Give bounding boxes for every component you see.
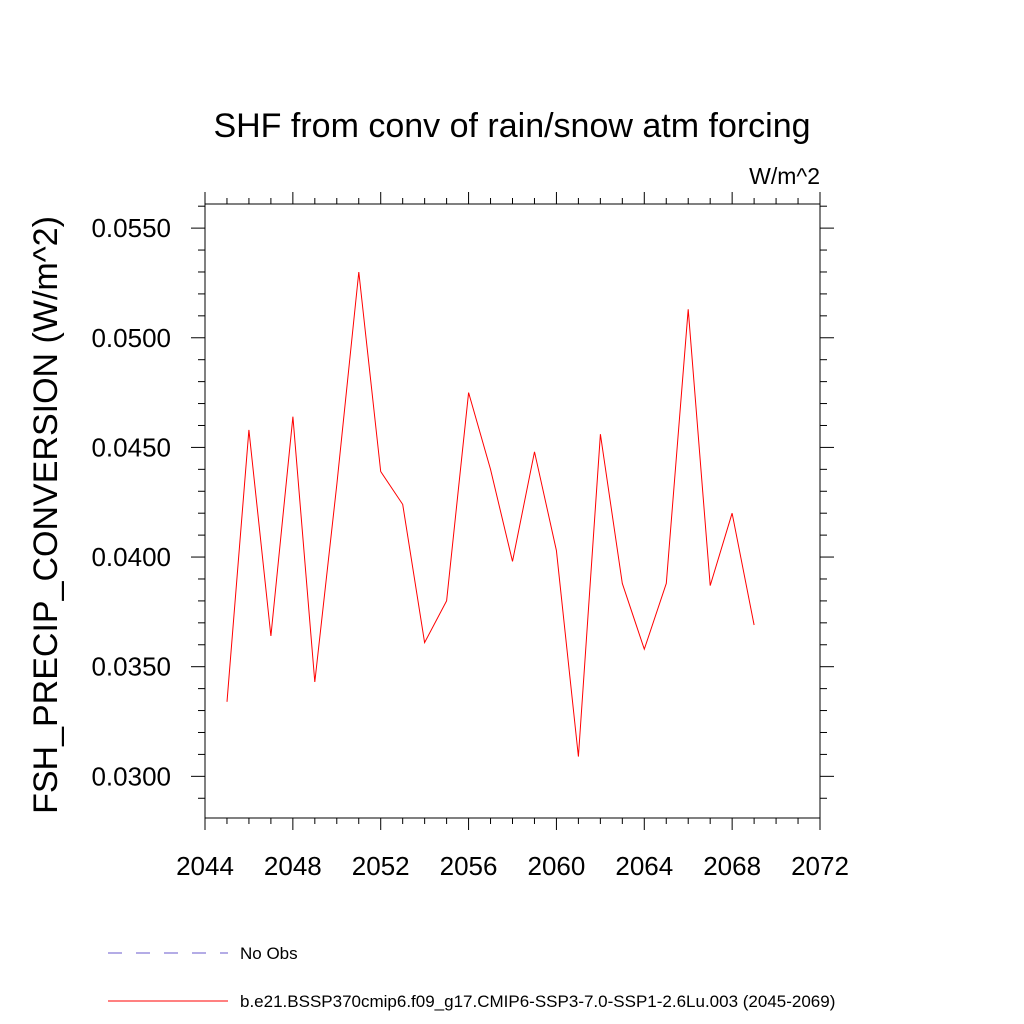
- series-line-0: [226, 271, 755, 757]
- x-tick-label: 2064: [615, 851, 673, 881]
- x-tick-label: 2052: [352, 851, 410, 881]
- x-tick-labels: 2044 2048 2052 2056 2060 2064 2068 2072: [176, 851, 849, 881]
- legend: No Obs b.e21.BSSP370cmip6.f09_g17.CMIP6-…: [108, 944, 835, 1011]
- x-tick-label: 2048: [264, 851, 322, 881]
- axis-ticks: [191, 192, 834, 830]
- y-axis-label: FSH_PRECIP_CONVERSION (W/m^2): [27, 216, 65, 814]
- x-tick-label: 2056: [440, 851, 498, 881]
- y-tick-label: 0.0450: [91, 432, 171, 462]
- x-tick-label: 2068: [703, 851, 761, 881]
- y-tick-label: 0.0300: [91, 761, 171, 791]
- legend-label-no-obs: No Obs: [240, 944, 298, 963]
- units-label: W/m^2: [749, 163, 820, 189]
- series-lines: [226, 271, 755, 757]
- x-tick-label: 2044: [176, 851, 234, 881]
- y-tick-label: 0.0350: [91, 652, 171, 682]
- chart-title: SHF from conv of rain/snow atm forcing: [213, 107, 810, 145]
- y-tick-label: 0.0400: [91, 542, 171, 572]
- y-tick-label: 0.0500: [91, 323, 171, 353]
- x-tick-label: 2060: [528, 851, 586, 881]
- plot-frame: [204, 203, 821, 819]
- y-tick-label: 0.0550: [91, 213, 171, 243]
- legend-label-model: b.e21.BSSP370cmip6.f09_g17.CMIP6-SSP3-7.…: [240, 992, 835, 1011]
- x-tick-label: 2072: [791, 851, 849, 881]
- y-tick-labels: 0.0300 0.0350 0.0400 0.0450 0.0500 0.0550: [91, 213, 171, 791]
